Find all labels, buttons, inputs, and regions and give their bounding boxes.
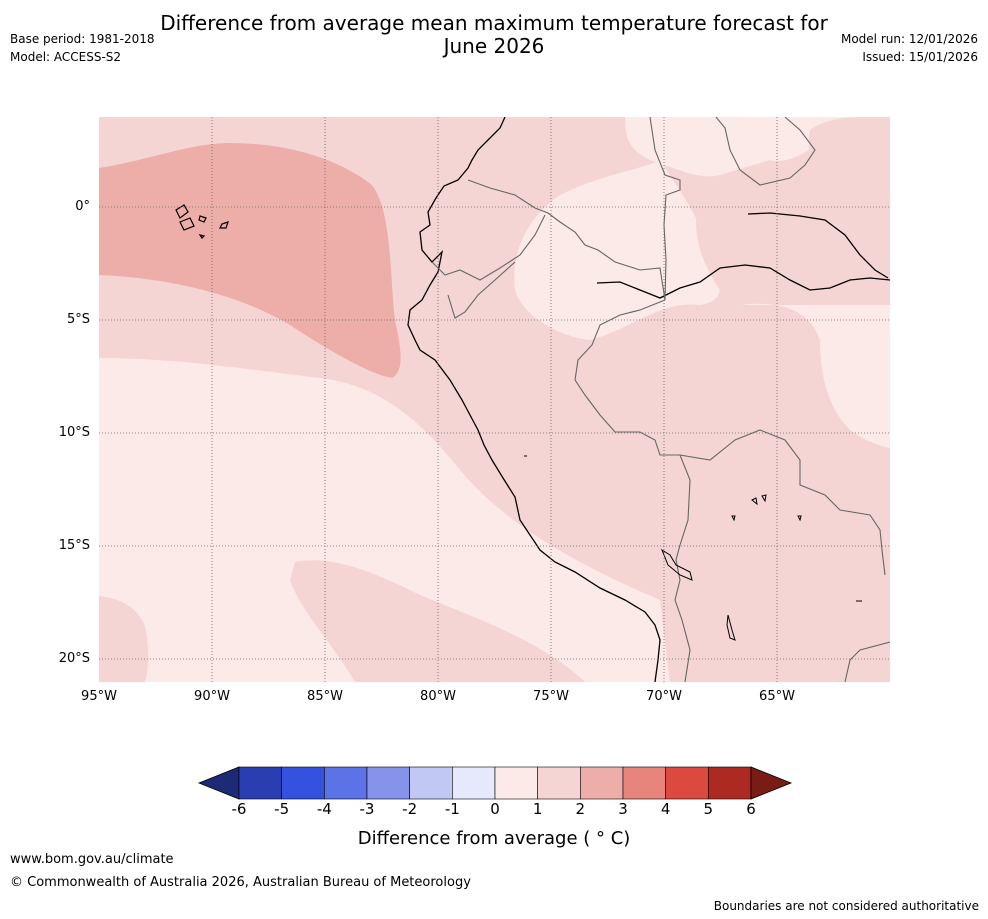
- colorbar-tick-label: -1: [444, 800, 460, 818]
- lon-label-85w: 85°W: [307, 689, 343, 704]
- colorbar: [197, 766, 793, 800]
- lon-label-95w: 95°W: [81, 689, 117, 704]
- coastline: [407, 117, 661, 682]
- colorbar-segment: [494, 766, 538, 800]
- colorbar-tick-label: -3: [359, 800, 375, 818]
- colorbar-segment: [580, 766, 624, 800]
- lat-label-20s: 20°S: [58, 651, 90, 666]
- colorbar-segment: [281, 766, 325, 800]
- right-metadata: Model run: 12/01/2026 Issued: 15/01/2026: [841, 30, 978, 66]
- footer-url[interactable]: www.bom.gov.au/climate: [10, 852, 174, 867]
- anomaly-zone-1-2-south-patch: [290, 560, 585, 682]
- anomaly-zone-0-1-ocean: [99, 358, 670, 682]
- map-title-line2: June 2026: [443, 34, 545, 58]
- colorbar-tick-label: -5: [274, 800, 290, 818]
- colorbar-segment: [537, 766, 581, 800]
- colorbar-segment: [452, 766, 496, 800]
- amazon-river: [596, 264, 890, 299]
- colorbar-tick-label: 0: [490, 800, 500, 818]
- colorbar-extend-low: [197, 766, 240, 800]
- lat-label-10s: 10°S: [58, 425, 90, 440]
- colorbar-tick-label: -4: [316, 800, 332, 818]
- map-title: Difference from average mean maximum tem…: [0, 12, 988, 58]
- lon-label-75w: 75°W: [533, 689, 569, 704]
- lat-label-5s: 5°S: [66, 312, 90, 327]
- model-name: Model: ACCESS-S2: [10, 50, 122, 64]
- lon-label-70w: 70°W: [646, 689, 682, 704]
- colorbar-tick-label: -6: [231, 800, 247, 818]
- lon-label-80w: 80°W: [420, 689, 456, 704]
- colorbar-extend-high: [750, 766, 793, 800]
- map-area: [99, 117, 890, 682]
- left-metadata: Base period: 1981-2018 Model: ACCESS-S2: [10, 30, 155, 66]
- anomaly-zone-1-2-amazon-patch: [696, 170, 890, 305]
- lon-label-65w: 65°W: [759, 689, 795, 704]
- model-run: Model run: 12/01/2026: [840, 32, 978, 46]
- colorbar-segment: [324, 766, 368, 800]
- colorbar-segment: [238, 766, 282, 800]
- anomaly-zone-1-2-ne-patch: [808, 117, 890, 192]
- rio-negro: [747, 212, 889, 279]
- colorbar-tick-label: 4: [660, 800, 671, 818]
- base-period: Base period: 1981-2018: [10, 32, 155, 46]
- anomaly-zone-1-2-corner: [99, 596, 149, 682]
- colorbar-tick-label: 1: [532, 800, 543, 818]
- colorbar-segment: [366, 766, 410, 800]
- colorbar-segment: [665, 766, 709, 800]
- copyright: © Commonwealth of Australia 2026, Austra…: [10, 875, 471, 890]
- galapagos-islands: [175, 204, 229, 239]
- country-borders: [431, 117, 890, 682]
- colorbar-tick-label: 3: [618, 800, 628, 818]
- lat-label-15s: 15°S: [58, 538, 90, 553]
- colorbar-segment: [708, 766, 752, 800]
- colorbar-tick-label: -2: [402, 800, 418, 818]
- lon-label-90w: 90°W: [194, 689, 230, 704]
- colorbar-tick-label: 2: [575, 800, 586, 818]
- colorbar-title: Difference from average ( ° C): [357, 828, 631, 849]
- anomaly-zone-0-1-east: [740, 303, 890, 448]
- lat-label-0: 0°: [75, 199, 90, 214]
- disclaimer: Boundaries are not considered authoritat…: [713, 899, 979, 913]
- map-title-line1: Difference from average mean maximum tem…: [160, 11, 828, 35]
- colorbar-tick-label: 6: [746, 800, 756, 818]
- issued-date: Issued: 15/01/2026: [862, 50, 978, 64]
- anomaly-zone-0-1-amazon: [514, 160, 720, 340]
- colorbar-tick-label: 5: [703, 800, 714, 818]
- colorbar-segment: [622, 766, 666, 800]
- graticule: [99, 117, 890, 682]
- colorbar-segment: [409, 766, 453, 800]
- lakes: [524, 455, 862, 641]
